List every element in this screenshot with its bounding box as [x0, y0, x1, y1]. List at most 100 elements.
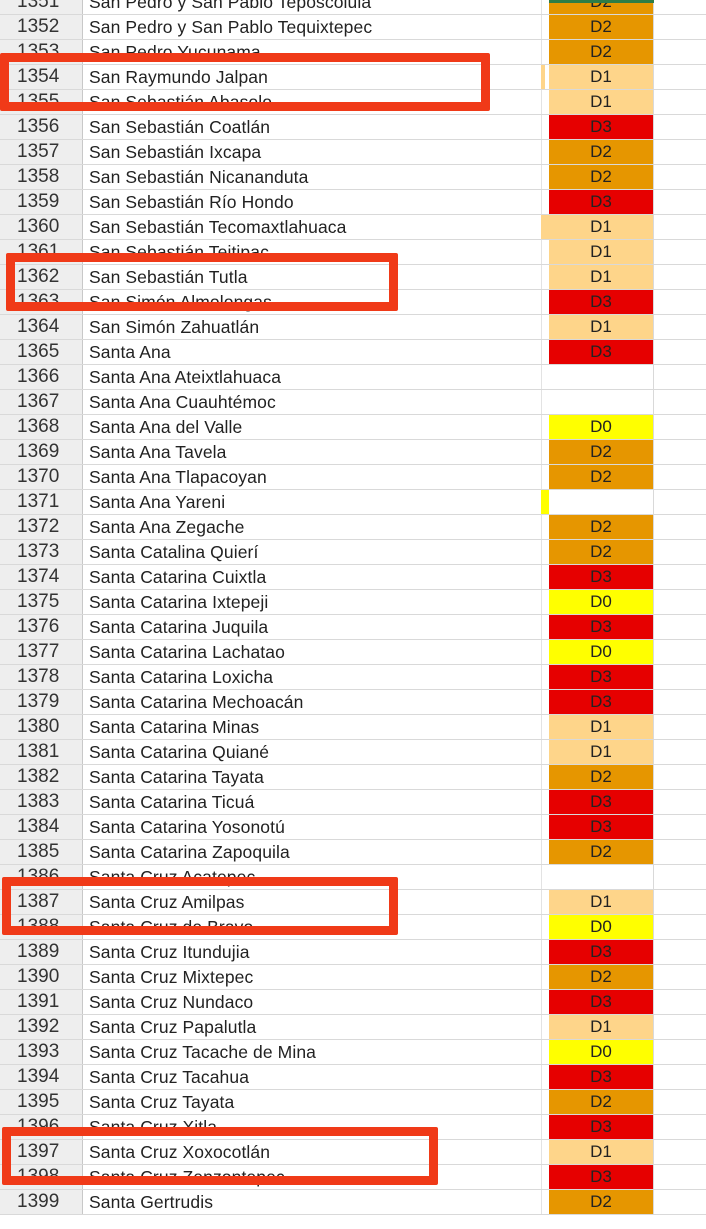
- drought-category-cell[interactable]: D3: [549, 815, 654, 839]
- drought-category-cell[interactable]: D2: [549, 15, 654, 39]
- row-number[interactable]: 1368: [0, 415, 83, 439]
- row-number[interactable]: 1373: [0, 540, 83, 564]
- municipality-name-cell[interactable]: San Sebastián Nicananduta: [89, 167, 309, 187]
- drought-category-cell[interactable]: D1: [549, 715, 654, 739]
- table-row[interactable]: 1394 Santa Cruz Tacahua D3: [0, 1065, 706, 1090]
- drought-category-cell[interactable]: D0: [549, 590, 654, 614]
- table-row[interactable]: 1365 Santa Ana D3: [0, 340, 706, 365]
- drought-category-cell[interactable]: D2: [549, 40, 654, 64]
- row-number[interactable]: 1359: [0, 190, 83, 214]
- drought-category-cell[interactable]: D2: [549, 765, 654, 789]
- drought-category-cell[interactable]: D2: [549, 840, 654, 864]
- drought-category-cell[interactable]: D3: [549, 990, 654, 1014]
- drought-category-cell[interactable]: D3: [549, 115, 654, 139]
- municipality-name-cell[interactable]: Santa Cruz Tacahua: [89, 1067, 250, 1087]
- row-number[interactable]: 1380: [0, 715, 83, 739]
- drought-category-cell[interactable]: D3: [549, 665, 654, 689]
- drought-category-cell[interactable]: D2: [549, 1090, 654, 1114]
- drought-category-cell[interactable]: D0: [549, 1040, 654, 1064]
- row-number[interactable]: 1391: [0, 990, 83, 1014]
- drought-category-cell[interactable]: D2: [549, 540, 654, 564]
- municipality-name-cell[interactable]: Santa Catarina Loxicha: [89, 667, 274, 687]
- table-row[interactable]: 1385 Santa Catarina Zapoquila D2: [0, 840, 706, 865]
- table-row[interactable]: 1354 San Raymundo Jalpan D1: [0, 65, 706, 90]
- table-row[interactable]: 1397 Santa Cruz Xoxocotlán D1: [0, 1140, 706, 1165]
- municipality-name-cell[interactable]: San Pedro y San Pablo Teposcolula: [89, 0, 372, 12]
- table-row[interactable]: 1391 Santa Cruz Nundaco D3: [0, 990, 706, 1015]
- municipality-name-cell[interactable]: Santa Ana Yareni: [89, 492, 226, 512]
- row-number[interactable]: 1367: [0, 390, 83, 414]
- table-row[interactable]: 1351 San Pedro y San Pablo Teposcolula D2: [0, 0, 706, 15]
- row-number[interactable]: 1360: [0, 215, 83, 239]
- row-number[interactable]: 1365: [0, 340, 83, 364]
- table-row[interactable]: 1371 Santa Ana Yareni: [0, 490, 706, 515]
- drought-category-cell[interactable]: D3: [549, 1065, 654, 1089]
- municipality-name-cell[interactable]: Santa Ana Ateixtlahuaca: [89, 367, 282, 387]
- drought-category-cell[interactable]: [549, 390, 654, 414]
- row-number[interactable]: 1364: [0, 315, 83, 339]
- municipality-name-cell[interactable]: Santa Ana Cuauhtémoc: [89, 392, 276, 412]
- drought-category-cell[interactable]: D2: [549, 165, 654, 189]
- municipality-name-cell[interactable]: Santa Ana Tlapacoyan: [89, 467, 267, 487]
- row-number[interactable]: 1389: [0, 940, 83, 964]
- row-number[interactable]: 1377: [0, 640, 83, 664]
- table-row[interactable]: 1352 San Pedro y San Pablo Tequixtepec D2: [0, 15, 706, 40]
- municipality-name-cell[interactable]: Santa Catarina Yosonotú: [89, 817, 285, 837]
- table-row[interactable]: 1366 Santa Ana Ateixtlahuaca: [0, 365, 706, 390]
- row-number[interactable]: 1381: [0, 740, 83, 764]
- drought-category-cell[interactable]: D1: [549, 1015, 654, 1039]
- table-row[interactable]: 1387 Santa Cruz Amilpas D1: [0, 890, 706, 915]
- municipality-name-cell[interactable]: Santa Gertrudis: [89, 1192, 214, 1212]
- table-row[interactable]: 1374 Santa Catarina Cuixtla D3: [0, 565, 706, 590]
- drought-category-cell[interactable]: D3: [549, 190, 654, 214]
- table-row[interactable]: 1395 Santa Cruz Tayata D2: [0, 1090, 706, 1115]
- table-row[interactable]: 1370 Santa Ana Tlapacoyan D2: [0, 465, 706, 490]
- municipality-name-cell[interactable]: San Pedro y San Pablo Tequixtepec: [89, 17, 373, 37]
- table-row[interactable]: 1360 San Sebastián Tecomaxtlahuaca D1: [0, 215, 706, 240]
- municipality-name-cell[interactable]: Santa Cruz Xoxocotlán: [89, 1142, 271, 1162]
- municipality-name-cell[interactable]: Santa Catalina Quierí: [89, 542, 259, 562]
- municipality-name-cell[interactable]: Santa Catarina Mechoacán: [89, 692, 304, 712]
- municipality-name-cell[interactable]: San Sebastián Coatlán: [89, 117, 271, 137]
- table-row[interactable]: 1369 Santa Ana Tavela D2: [0, 440, 706, 465]
- row-number[interactable]: 1358: [0, 165, 83, 189]
- table-row[interactable]: 1381 Santa Catarina Quiané D1: [0, 740, 706, 765]
- drought-category-cell[interactable]: D3: [549, 340, 654, 364]
- drought-category-cell[interactable]: D2: [549, 0, 654, 14]
- municipality-name-cell[interactable]: Santa Catarina Ticuá: [89, 792, 255, 812]
- row-number[interactable]: 1392: [0, 1015, 83, 1039]
- drought-category-cell[interactable]: D2: [549, 965, 654, 989]
- drought-category-cell[interactable]: [549, 490, 654, 514]
- row-number[interactable]: 1387: [0, 890, 83, 914]
- table-row[interactable]: 1376 Santa Catarina Juquila D3: [0, 615, 706, 640]
- drought-category-cell[interactable]: D1: [549, 315, 654, 339]
- drought-category-cell[interactable]: D3: [549, 615, 654, 639]
- table-row[interactable]: 1384 Santa Catarina Yosonotú D3: [0, 815, 706, 840]
- row-number[interactable]: 1379: [0, 690, 83, 714]
- municipality-name-cell[interactable]: San Sebastián Tutla: [89, 267, 248, 287]
- municipality-name-cell[interactable]: Santa Catarina Zapoquila: [89, 842, 290, 862]
- municipality-name-cell[interactable]: Santa Catarina Minas: [89, 717, 260, 737]
- row-number[interactable]: 1376: [0, 615, 83, 639]
- drought-category-cell[interactable]: D2: [549, 440, 654, 464]
- municipality-name-cell[interactable]: Santa Catarina Quiané: [89, 742, 270, 762]
- municipality-name-cell[interactable]: Santa Catarina Tayata: [89, 767, 264, 787]
- drought-category-cell[interactable]: D3: [549, 940, 654, 964]
- table-row[interactable]: 1377 Santa Catarina Lachatao D0: [0, 640, 706, 665]
- table-row[interactable]: 1393 Santa Cruz Tacache de Mina D0: [0, 1040, 706, 1065]
- drought-category-cell[interactable]: [549, 365, 654, 389]
- table-row[interactable]: 1361 San Sebastián Teitipac D1: [0, 240, 706, 265]
- drought-category-cell[interactable]: D2: [549, 465, 654, 489]
- table-row[interactable]: 1358 San Sebastián Nicananduta D2: [0, 165, 706, 190]
- municipality-name-cell[interactable]: Santa Catarina Ixtepeji: [89, 592, 269, 612]
- table-row[interactable]: 1372 Santa Ana Zegache D2: [0, 515, 706, 540]
- table-row[interactable]: 1373 Santa Catalina Quierí D2: [0, 540, 706, 565]
- municipality-name-cell[interactable]: Santa Cruz Tayata: [89, 1092, 235, 1112]
- table-row[interactable]: 1364 San Simón Zahuatlán D1: [0, 315, 706, 340]
- row-number[interactable]: 1385: [0, 840, 83, 864]
- table-row[interactable]: 1375 Santa Catarina Ixtepeji D0: [0, 590, 706, 615]
- municipality-name-cell[interactable]: Santa Catarina Lachatao: [89, 642, 285, 662]
- table-row[interactable]: 1357 San Sebastián Ixcapa D2: [0, 140, 706, 165]
- row-number[interactable]: 1375: [0, 590, 83, 614]
- drought-category-cell[interactable]: D3: [549, 790, 654, 814]
